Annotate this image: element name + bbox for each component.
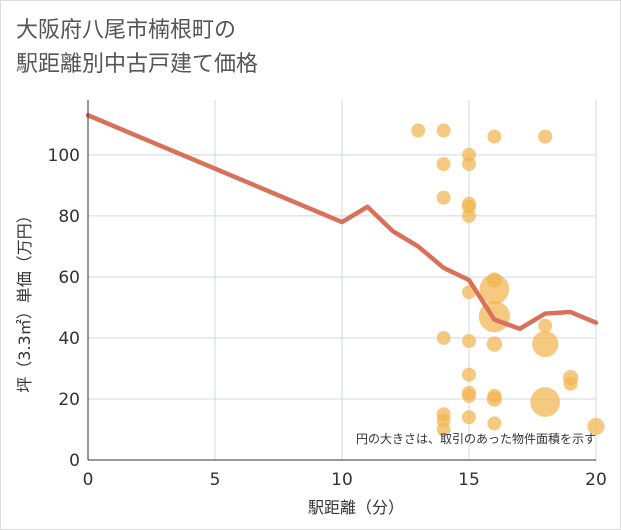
y-tick-label: 80 (58, 207, 80, 227)
axes: 0 5 10 15 20 0 20 40 60 80 100 (48, 100, 607, 490)
data-point (462, 208, 476, 223)
data-point (532, 330, 559, 358)
data-point (462, 157, 476, 172)
data-point (538, 318, 553, 333)
data-point (538, 129, 553, 144)
y-tick-label: 0 (69, 451, 80, 471)
data-point (479, 274, 510, 305)
y-tick-label: 100 (48, 146, 80, 166)
data-point (462, 410, 476, 425)
data-point (587, 417, 605, 436)
data-point (436, 123, 451, 138)
data-point (462, 388, 476, 403)
data-point (462, 367, 476, 382)
chart-title-line2: 駅距離別中古戸建て価格 (16, 52, 259, 77)
x-tick-label: 5 (210, 470, 221, 490)
chart-note: 円の大きさは、取引のあった物件面積を示す (356, 431, 596, 446)
data-point (436, 190, 451, 205)
data-point (436, 330, 451, 345)
data-point (436, 157, 451, 172)
bubbles (411, 123, 605, 437)
data-point (530, 387, 561, 417)
y-tick-label: 60 (58, 268, 80, 288)
data-point (486, 336, 503, 352)
trend-line (85, 113, 599, 332)
x-tick-label: 0 (83, 470, 94, 490)
x-tick-label: 10 (331, 470, 353, 490)
data-point (487, 416, 502, 431)
trend-line-group (85, 113, 599, 332)
data-point (487, 129, 502, 144)
y-tick-label: 40 (58, 329, 80, 349)
data-point (563, 376, 578, 391)
x-tick-label: 20 (585, 470, 607, 490)
chart-title: 大阪府八尾市楠根町の 駅距離別中古戸建て価格 (16, 14, 258, 82)
x-axis-label: 駅距離（分） (308, 498, 404, 517)
chart-title-line1: 大阪府八尾市楠根町の (16, 18, 237, 43)
y-tick-label: 20 (58, 390, 80, 410)
data-point (436, 422, 451, 437)
x-tick-label: 15 (458, 470, 480, 490)
grid (88, 100, 597, 460)
y-axis-label: 坪（3.3㎡）単価（万円） (15, 207, 34, 392)
data-point (462, 334, 476, 349)
data-point (411, 123, 426, 138)
data-point (486, 391, 503, 407)
